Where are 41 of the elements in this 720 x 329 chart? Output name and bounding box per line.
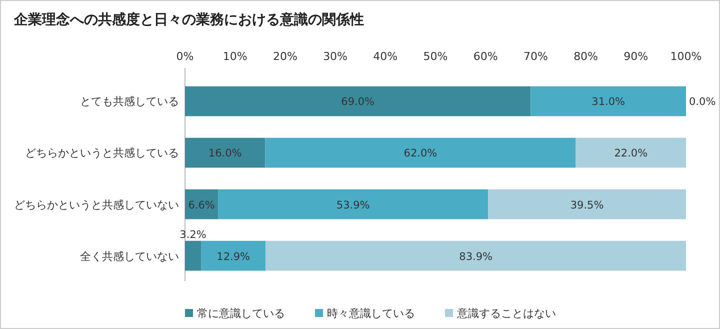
x-tick-label: 0% [176, 50, 194, 63]
x-tick-label: 10% [222, 50, 248, 63]
y-tick-label: 全く共感していない [80, 250, 179, 263]
bar [266, 240, 686, 271]
bar [185, 138, 266, 168]
data-label: 22.0% [614, 148, 648, 160]
bar [201, 240, 266, 271]
x-tick-label: 80% [574, 50, 598, 63]
bar [576, 138, 686, 168]
y-tick-label: とても共感している [80, 95, 179, 108]
bar [218, 189, 488, 220]
y-tick-label: どちらかというと共感している [25, 146, 179, 160]
x-tick-label: 100% [670, 50, 702, 63]
x-tick-label: 60% [473, 50, 498, 63]
x-tick-label: 90% [624, 50, 648, 63]
data-label: 0.0% [689, 96, 716, 108]
bar [185, 240, 202, 271]
x-tick-label: 50% [423, 50, 448, 63]
legend-label: 常に意識している [197, 307, 285, 320]
data-label: 69.0% [341, 96, 375, 108]
legend-label: 時々意識している [327, 307, 415, 320]
data-label: 12.9% [216, 250, 250, 263]
legend-label: 意識することはない [456, 307, 556, 320]
y-tick-label: どちらかというと共感していない [14, 198, 179, 212]
x-tick-label: 20% [272, 50, 298, 63]
data-label: 83.9% [459, 250, 493, 263]
data-label: 53.9% [336, 199, 370, 212]
data-label: 39.5% [570, 199, 604, 212]
data-label: 31.0% [592, 96, 626, 108]
data-label: 62.0% [404, 148, 438, 160]
x-tick-label: 70% [523, 50, 548, 63]
data-label: 3.2% [180, 228, 206, 241]
chart-title: 企業理念への共感度と日々の業務における意識の関係性 [13, 11, 364, 28]
data-label: 6.6% [188, 199, 215, 212]
bar [530, 86, 686, 116]
bar [488, 189, 686, 220]
data-label: 16.0% [208, 148, 242, 160]
bar [185, 86, 531, 116]
bar [265, 138, 576, 168]
x-tick-label: 40% [373, 50, 398, 63]
x-tick-label: 30% [323, 50, 348, 63]
